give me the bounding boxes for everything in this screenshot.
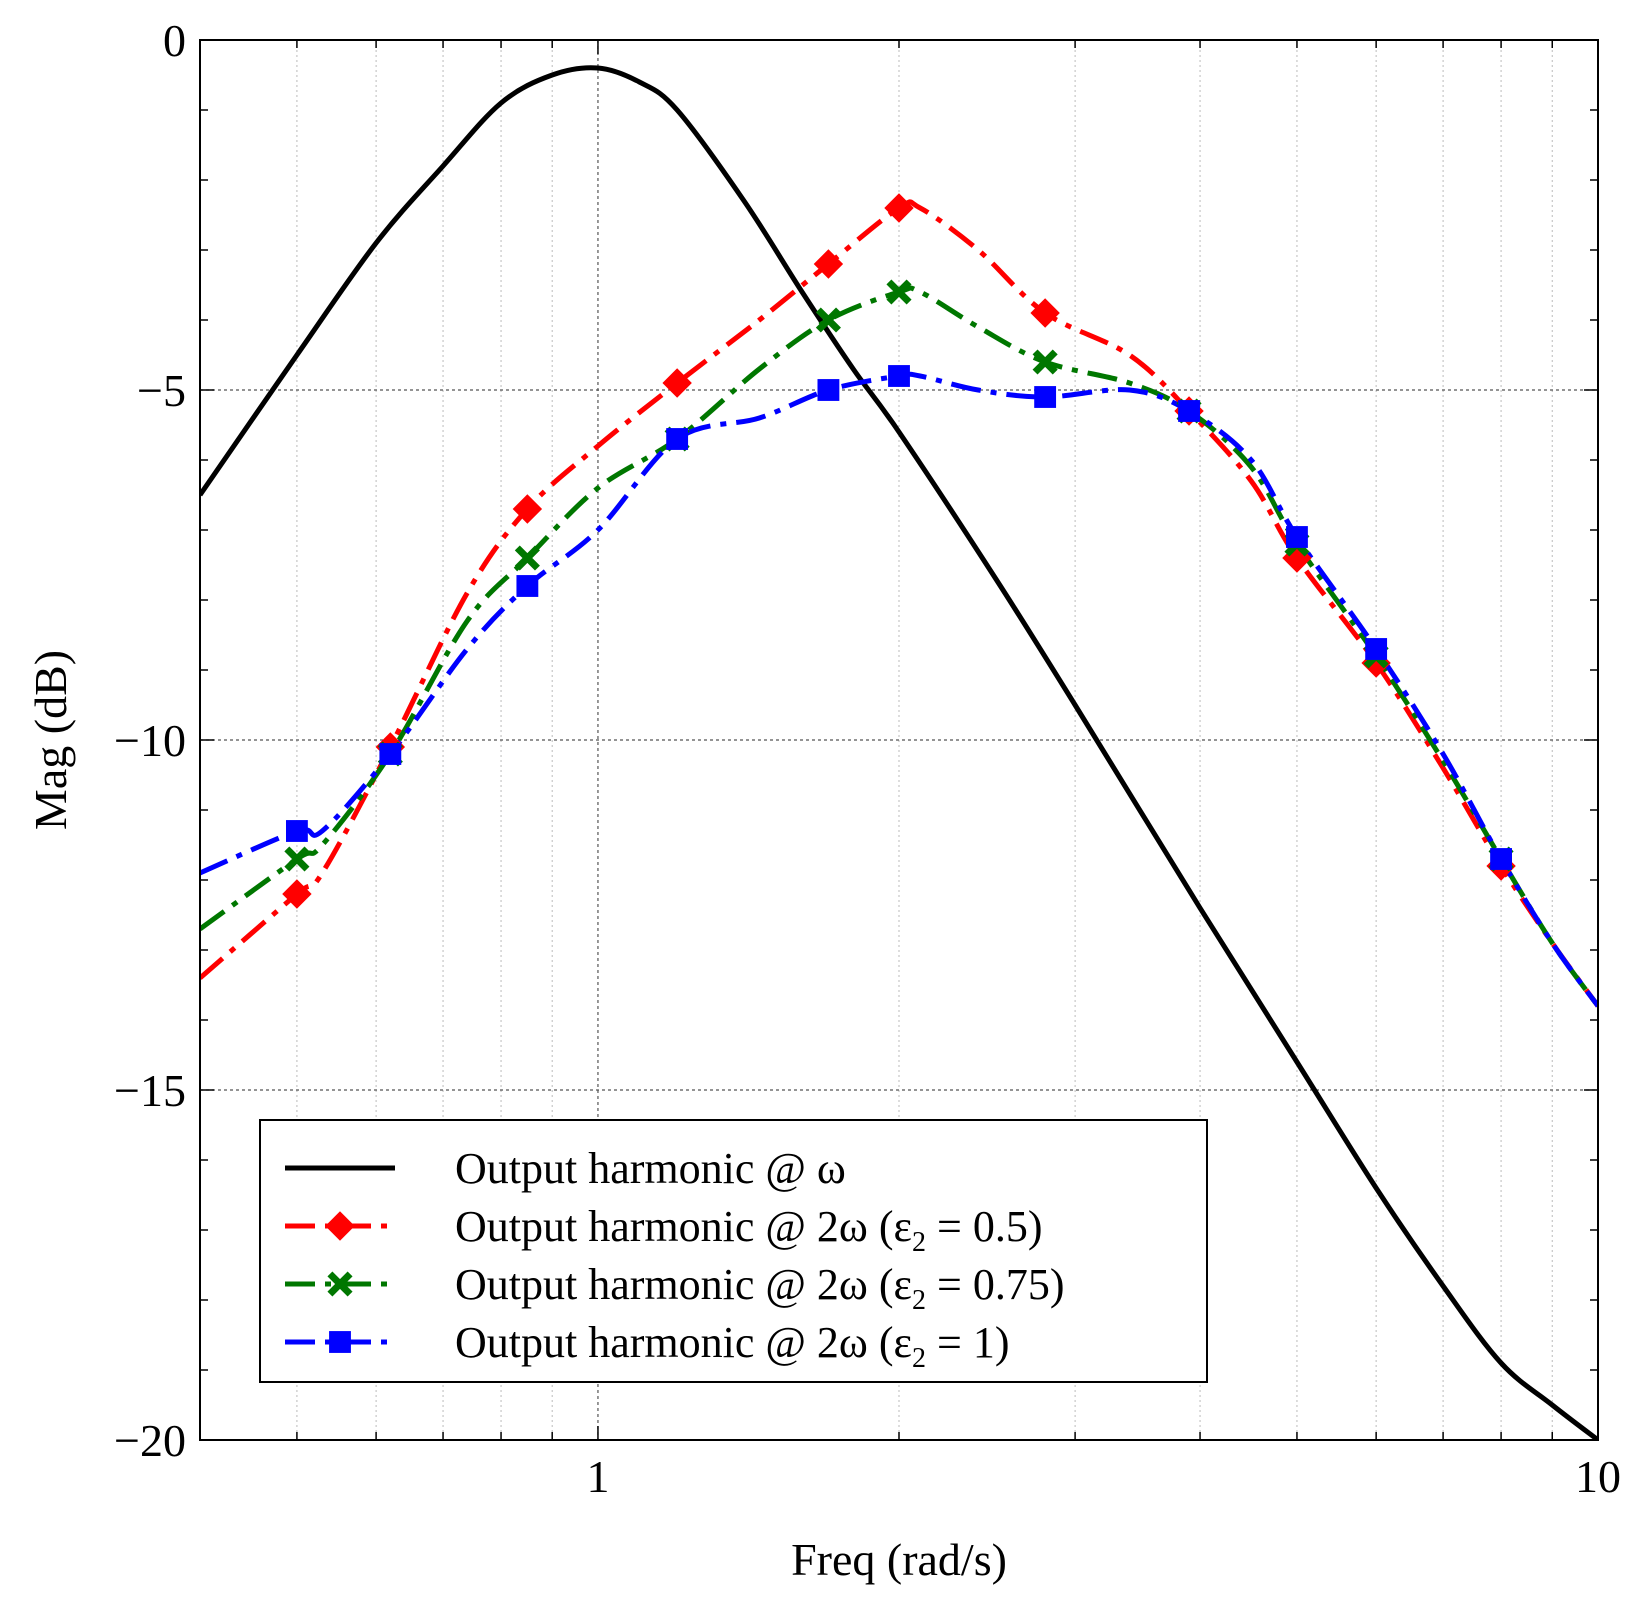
legend-entry-2: Output harmonic @ 2ω (ε2 = 0.5)	[285, 1202, 1042, 1258]
y-tick-label: 0	[163, 15, 186, 66]
data-point-diamond	[884, 193, 914, 223]
data-point-square	[329, 1331, 351, 1353]
data-point-square	[1178, 400, 1200, 422]
plot-markers	[282, 193, 1516, 909]
data-point-square	[379, 743, 402, 765]
legend-label: Output harmonic @ 2ω (ε2 = 0.5)	[455, 1202, 1042, 1258]
data-point-square	[666, 428, 689, 450]
tick-labels: 1 10 0 −5 −10 −15 −20	[114, 15, 1621, 1502]
data-point-square	[1286, 526, 1308, 548]
y-tick-label: −5	[137, 365, 186, 416]
data-point-diamond	[1030, 298, 1060, 328]
y-axis-label: Mag (dB)	[25, 650, 76, 830]
legend-entry-1: Output harmonic @ ω	[285, 1144, 846, 1193]
data-point-x	[815, 307, 841, 333]
y-tick-label: −10	[114, 715, 186, 766]
legend-entry-4: Output harmonic @ 2ω (ε2 = 1)	[285, 1318, 1009, 1374]
legend-label: Output harmonic @ ω	[455, 1144, 846, 1193]
data-point-square	[888, 365, 910, 387]
data-point-square	[1490, 848, 1513, 870]
data-point-x	[1032, 349, 1058, 375]
legend-box	[259, 1119, 1208, 1383]
data-point-diamond	[662, 368, 692, 398]
legend-label: Output harmonic @ 2ω (ε2 = 0.75)	[455, 1260, 1064, 1316]
y-tick-label: −15	[114, 1065, 186, 1116]
data-point-diamond	[325, 1211, 355, 1241]
data-point-square	[1365, 638, 1388, 660]
plot-series	[200, 65, 1598, 1440]
legend: Output harmonic @ ω Output harmonic @ 2ω …	[259, 1119, 1208, 1383]
series-line-3	[200, 285, 1598, 1008]
data-point-x	[284, 846, 310, 872]
data-point-diamond	[512, 494, 543, 524]
data-point-diamond	[813, 249, 844, 279]
x-tick-label: 10	[1575, 1451, 1621, 1502]
x-axis-label: Freq (rad/s)	[791, 1534, 1007, 1585]
x-tick-label: 1	[586, 1451, 609, 1502]
series-line-2	[200, 199, 1598, 1008]
plot-frame	[199, 39, 1599, 1441]
y-tick-label: −20	[114, 1415, 186, 1466]
series-line-1	[200, 65, 1598, 1440]
legend-entry-3: Output harmonic @ 2ω (ε2 = 0.75)	[285, 1260, 1064, 1316]
data-point-x	[886, 279, 912, 305]
data-point-x	[327, 1271, 353, 1297]
data-point-square	[516, 575, 539, 597]
axis-ticks	[200, 39, 1598, 1441]
data-point-square	[817, 379, 840, 401]
data-point-square	[285, 820, 308, 842]
data-point-square	[1034, 386, 1057, 408]
series-line-4	[200, 371, 1598, 1008]
data-point-diamond	[282, 879, 312, 909]
legend-label: Output harmonic @ 2ω (ε2 = 1)	[455, 1318, 1009, 1374]
data-point-x	[514, 545, 540, 571]
